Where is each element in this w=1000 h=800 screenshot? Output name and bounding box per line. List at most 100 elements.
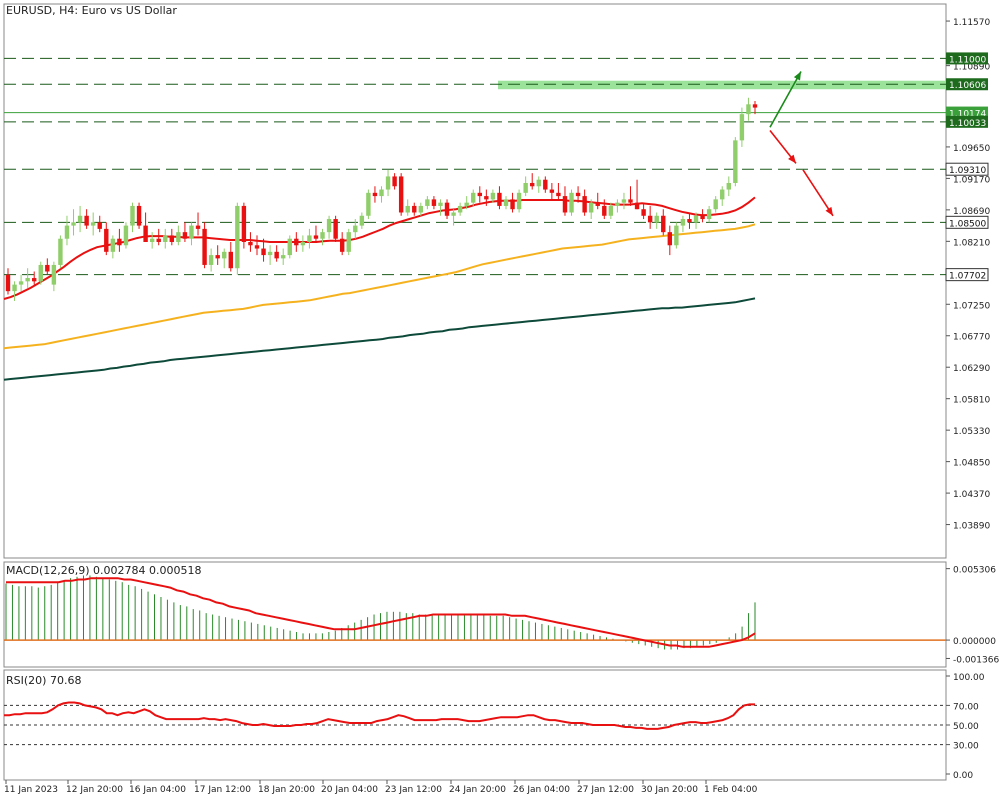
candle-body <box>274 251 279 259</box>
candle-body <box>339 238 345 252</box>
level-label: 1.11000 <box>949 55 986 65</box>
candle-body <box>706 209 712 220</box>
candle-body <box>595 202 600 206</box>
x-tick-label: 1 Feb 04:00 <box>704 785 758 795</box>
candle-body <box>71 222 76 226</box>
price-tick-label: 1.08210 <box>953 238 990 248</box>
x-tick-label: 20 Jan 04:00 <box>321 785 378 795</box>
candle-body <box>621 199 627 203</box>
candle-body <box>208 255 214 265</box>
level-label-box <box>945 215 989 229</box>
candle-body <box>398 176 404 213</box>
level-label: 1.10033 <box>949 119 986 129</box>
candle-body <box>739 114 745 141</box>
candle-body <box>385 176 391 190</box>
candle-body <box>372 192 378 197</box>
price-tick-label: 1.06770 <box>953 333 990 343</box>
price-tick-label: 1.10890 <box>953 63 990 73</box>
candle-body <box>602 205 607 216</box>
candle-body <box>457 205 463 213</box>
rsi-tick-label: 50.00 <box>953 722 979 732</box>
candle-body <box>110 238 116 252</box>
candle-body <box>700 215 705 220</box>
candle-body <box>366 192 371 216</box>
candle-body <box>634 202 640 210</box>
price-tick-label: 1.11570 <box>953 18 990 28</box>
candle-body <box>189 225 194 239</box>
candle-body <box>464 202 469 206</box>
candle-body <box>451 212 456 216</box>
candle-body <box>281 255 286 259</box>
price-tick-label: 1.05330 <box>953 427 990 437</box>
candle-body <box>471 192 476 203</box>
level-label: 1.08500 <box>949 219 986 229</box>
candle-body <box>549 189 555 193</box>
level-label: 1.09310 <box>949 166 986 176</box>
candle-body <box>418 205 424 213</box>
candle-body <box>130 205 135 226</box>
macd-signal-line <box>6 577 756 648</box>
candle-body <box>45 264 50 272</box>
price-tick-label: 1.04370 <box>953 490 990 500</box>
candle-body <box>163 235 168 242</box>
rsi-label: RSI(20) 70.68 <box>6 674 82 687</box>
candle-body <box>588 202 594 213</box>
candle-body <box>117 238 122 246</box>
rsi-tick-label: 70.00 <box>953 702 979 712</box>
candle-body <box>143 225 148 242</box>
x-tick-label: 18 Jan 20:00 <box>258 785 315 795</box>
candle-body <box>615 202 620 206</box>
rsi-tick-label: 0.00 <box>953 771 973 781</box>
candle-body <box>32 278 37 282</box>
level-label-box <box>946 78 988 91</box>
level-label-box <box>945 268 989 282</box>
candle-body <box>215 255 220 259</box>
macd-tick-label: 0.000000 <box>953 637 996 647</box>
candle-body <box>654 215 659 223</box>
forecast-down-arrow-2-head <box>825 206 833 216</box>
candle-body <box>287 238 292 256</box>
candle-body <box>333 219 338 239</box>
forecast-down-arrow-2 <box>802 169 834 217</box>
candle-body <box>136 205 142 226</box>
candle-body <box>58 238 63 265</box>
candle-body <box>720 189 725 200</box>
candle-body <box>405 205 410 213</box>
chart-title: EURUSD, H4: Euro vs US Dollar <box>6 4 177 17</box>
level-label: 1.10606 <box>949 81 986 91</box>
candle-body <box>379 189 384 197</box>
price-tick-label: 1.07250 <box>953 301 990 311</box>
candle-body <box>156 238 161 242</box>
candle-body <box>746 104 751 115</box>
level-label-box <box>946 115 988 128</box>
candle-body <box>294 238 299 246</box>
candle-body <box>641 209 646 216</box>
candle-body <box>149 238 155 242</box>
candle-body <box>97 222 102 229</box>
price-tick-label: 1.03890 <box>953 522 990 532</box>
candle-body <box>503 199 509 206</box>
candle-body <box>241 205 247 242</box>
level-label-box <box>946 52 988 65</box>
candle-body <box>392 176 397 187</box>
candle-body <box>569 192 574 213</box>
x-tick-label: 11 Jan 2023 <box>4 785 58 795</box>
candle-body <box>222 251 227 259</box>
candle-body <box>12 284 17 292</box>
ma-slow-line <box>3 297 756 381</box>
candle-body <box>104 228 109 252</box>
price-tick-label: 1.09170 <box>953 175 990 185</box>
level-label-box <box>945 162 989 176</box>
candle-body <box>667 232 673 246</box>
candle-body <box>307 235 312 242</box>
x-tick-label: 23 Jan 12:00 <box>385 785 442 795</box>
candle-body <box>497 192 502 206</box>
candle-body <box>516 192 522 210</box>
candle-body <box>680 219 686 226</box>
level-label: 1.10174 <box>949 110 986 120</box>
ma-mid-line <box>3 223 756 350</box>
candle-body <box>536 179 541 187</box>
candle-body <box>687 219 692 223</box>
candle-body <box>38 264 43 282</box>
candle-body <box>261 248 266 256</box>
